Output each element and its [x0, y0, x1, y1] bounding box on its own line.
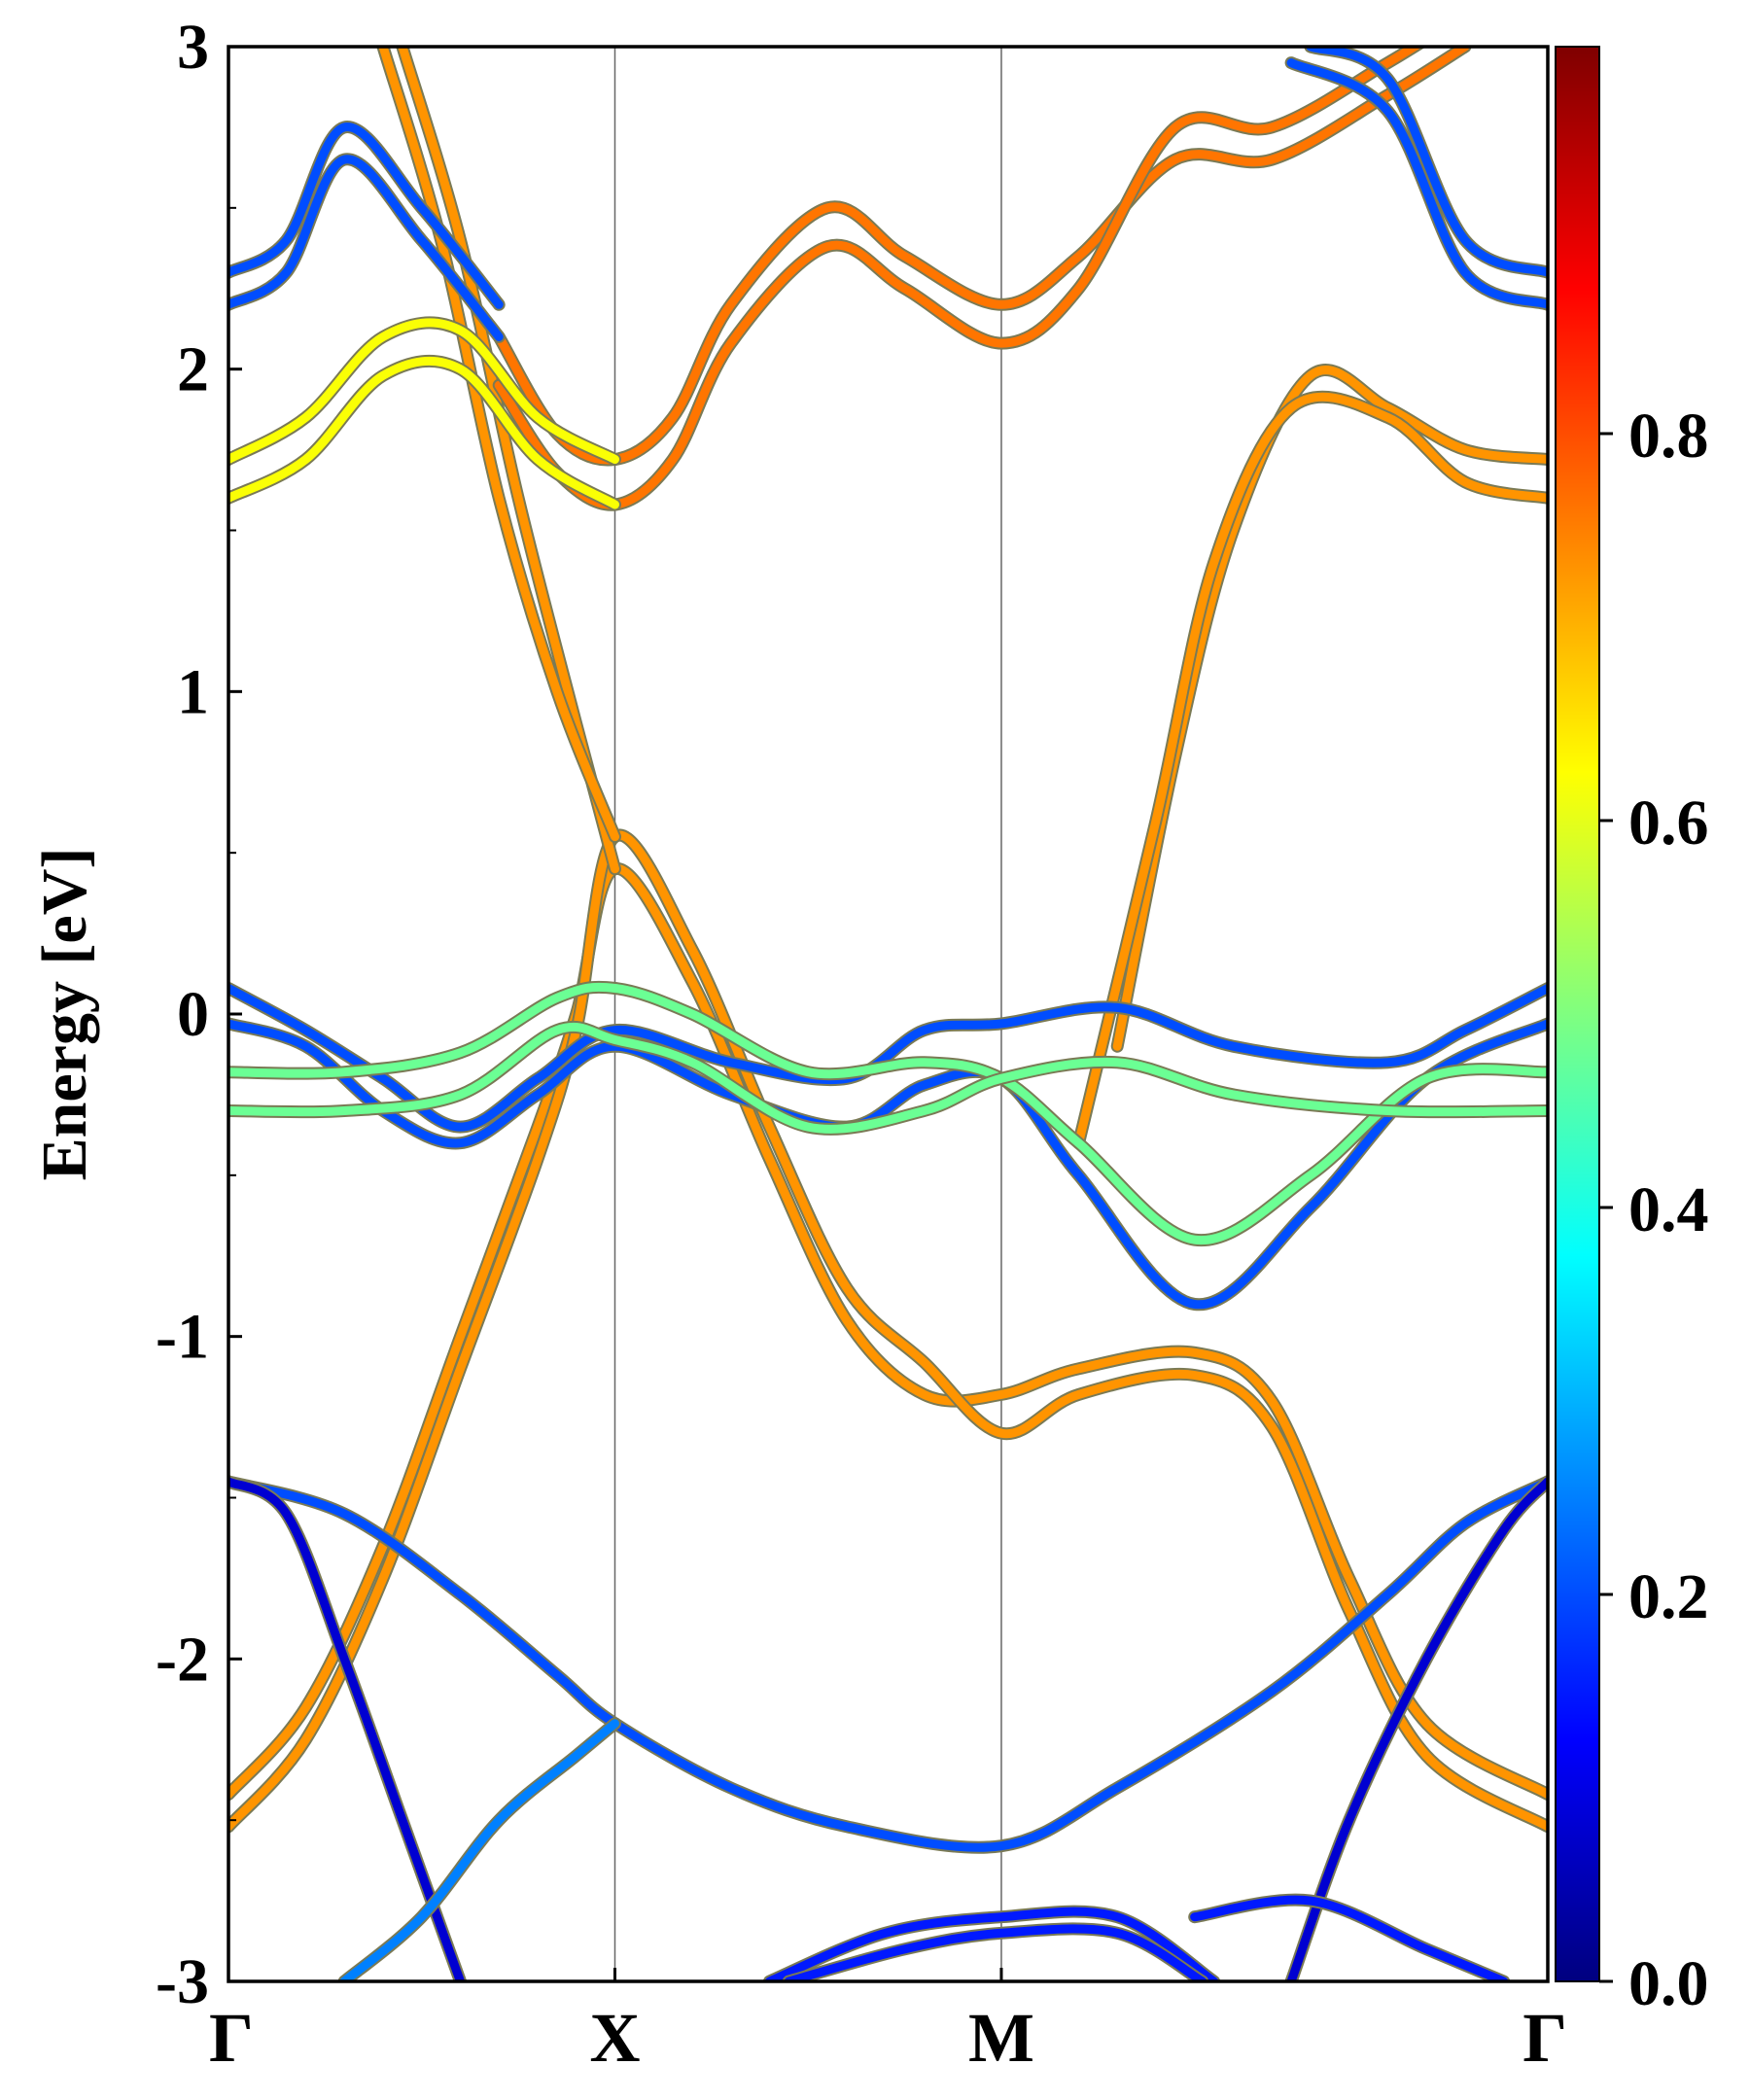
- band-line: [494, 47, 1423, 509]
- band-line: [765, 1907, 1219, 1981]
- band-line: [1286, 1477, 1548, 1981]
- y-tick-label: 1: [177, 656, 209, 727]
- band-line: [228, 1022, 1548, 1134]
- band-line: [228, 318, 619, 464]
- y-tick-label: -2: [156, 1624, 209, 1695]
- band-line: [228, 982, 1548, 1245]
- y-tick-label: 3: [177, 12, 209, 83]
- y-axis: -3 -2 -1 0 1 2 3: [156, 12, 242, 2017]
- x-tick-label: X: [589, 1999, 640, 2077]
- colorbar-tick-label: 0.6: [1628, 788, 1709, 858]
- band-line: [494, 47, 1470, 465]
- colorbar-tick-label: 0.0: [1628, 1948, 1709, 2019]
- band-line: [1190, 1895, 1509, 1981]
- band-outline: [492, 47, 1427, 511]
- band-line: [1074, 392, 1548, 1148]
- y-axis-label: Energy [eV]: [29, 848, 100, 1181]
- x-tick-label: Γ: [1522, 1999, 1567, 2077]
- colorbar-axis: 0.0 0.2 0.4 0.6 0.8: [1599, 401, 1709, 2019]
- band-line: [228, 356, 619, 509]
- band-line: [228, 155, 504, 341]
- plot-frame: [227, 45, 1550, 1983]
- high-symmetry-lines: [613, 47, 1002, 1981]
- y-tick-label: -1: [156, 1302, 209, 1373]
- band-line: [339, 1719, 619, 1981]
- colorbar-tick-label: 0.2: [1628, 1561, 1709, 1632]
- x-tick-label: M: [968, 1999, 1034, 2077]
- band-line: [228, 1477, 465, 1981]
- band-line: [784, 1924, 1208, 1981]
- y-tick-label: 0: [177, 979, 209, 1050]
- y-tick-label: -3: [156, 1946, 209, 2017]
- band-line: [1286, 58, 1548, 309]
- colorbar: [1555, 46, 1600, 1982]
- colorbar-tick-label: 0.4: [1628, 1174, 1709, 1245]
- band-line: [228, 1477, 1548, 1852]
- band-line: [378, 47, 619, 842]
- colorbar-tick-label: 0.8: [1628, 401, 1709, 472]
- band-lines: [228, 47, 1548, 1981]
- band-line: [1306, 47, 1548, 277]
- x-tick-label: Γ: [209, 1999, 254, 2077]
- band-line: [228, 864, 1548, 1800]
- band-line: [228, 830, 1548, 1832]
- band-line: [228, 1019, 1548, 1310]
- band-line: [228, 122, 504, 309]
- y-tick-label: 2: [177, 334, 209, 405]
- band-outline: [228, 1475, 1548, 1854]
